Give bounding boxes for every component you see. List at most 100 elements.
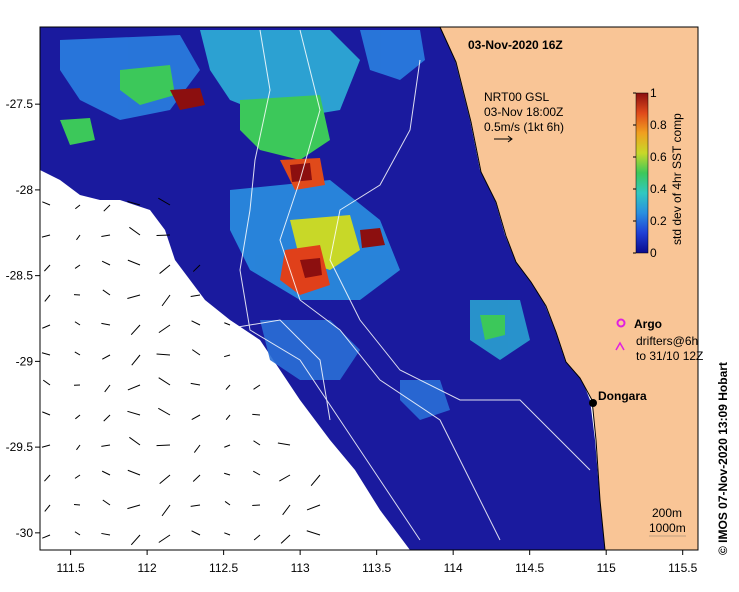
- current-vector: [44, 504, 51, 512]
- x-tick-label: 113.5: [362, 561, 391, 575]
- x-tick-label: 111.5: [56, 561, 85, 575]
- current-vector: [43, 264, 51, 272]
- current-vector: [282, 504, 291, 516]
- current-vector: [42, 324, 51, 329]
- depth-label-1000m: 1000m: [649, 521, 686, 535]
- current-vector: [191, 530, 201, 536]
- drifters-label-line2: to 31/10 12Z: [636, 349, 703, 363]
- place-label-dongara: Dongara: [598, 389, 647, 403]
- current-vector: [158, 324, 171, 334]
- current-vector: [74, 474, 81, 479]
- current-vector: [159, 264, 171, 274]
- current-legend: NRT00 GSL 03-Nov 18:00Z 0.5m/s (1kt 6h): [484, 90, 564, 143]
- x-tick-label: 112.5: [209, 561, 238, 575]
- current-vector: [190, 382, 201, 386]
- current-vector: [127, 294, 141, 299]
- y-tick-label: -29: [16, 354, 34, 368]
- current-vector: [127, 469, 141, 476]
- current-vector: [101, 470, 111, 476]
- x-tick-label: 115: [597, 561, 616, 575]
- current-vector: [42, 411, 51, 416]
- current-legend-line3: 0.5m/s (1kt 6h): [484, 120, 564, 134]
- peak-variability-patches: [170, 88, 385, 295]
- current-vector: [310, 474, 321, 487]
- current-vector: [102, 354, 111, 360]
- x-tick-label: 114.5: [515, 561, 544, 575]
- current-vector: [75, 204, 81, 210]
- current-vector: [190, 294, 201, 297]
- current-vector: [74, 351, 81, 356]
- current-vector: [103, 204, 111, 212]
- current-vector: [224, 444, 231, 448]
- current-vector: [41, 444, 51, 448]
- current-vector: [224, 501, 231, 506]
- current-vector: [42, 201, 51, 206]
- high-variability-patches: [60, 65, 505, 340]
- current-vector: [192, 474, 201, 482]
- current-vector: [224, 532, 231, 536]
- plot-frame: [39, 26, 699, 551]
- x-tick-label: 113: [291, 561, 310, 575]
- drifters-label-line1: drifters@6h: [636, 334, 698, 348]
- current-vector: [44, 474, 51, 482]
- current-legend-line2: 03-Nov 18:00Z: [484, 105, 563, 119]
- current-vector: [253, 440, 261, 446]
- current-vector: [127, 384, 141, 391]
- argo-legend: Argo drifters@6h to 31/10 12Z: [615, 317, 703, 363]
- current-vector: [252, 413, 261, 416]
- y-tick-label: -28.5: [6, 269, 34, 283]
- land-mass: [440, 27, 698, 550]
- current-vector: [104, 384, 111, 393]
- bathymetry-contours: [219, 29, 591, 541]
- current-vectors: [41, 197, 321, 546]
- current-vector: [224, 472, 231, 476]
- current-vector: [103, 414, 111, 422]
- colorbar-tick-label: 0.6: [650, 150, 667, 164]
- dongara-marker-icon: [589, 399, 597, 407]
- current-vector: [101, 260, 111, 266]
- current-vector: [74, 264, 81, 269]
- current-vector: [158, 377, 171, 386]
- colorbar-ramp: [635, 92, 649, 254]
- current-vector: [102, 289, 111, 296]
- current-vector: [192, 264, 201, 272]
- argo-marker-icon: [616, 318, 626, 328]
- x-tick-label: 114: [444, 561, 463, 575]
- current-vector: [130, 534, 141, 546]
- current-vector: [131, 354, 141, 366]
- x-axis: 111.5 112 112.5 113 113.5 114 114.5 115 115.5: [56, 550, 698, 575]
- colorbar-label: std dev of 4hr SST comp: [670, 113, 684, 245]
- current-vector: [76, 444, 81, 451]
- x-tick-label: 112: [138, 561, 157, 575]
- y-tick-label: -29.5: [6, 440, 34, 454]
- current-vector: [127, 259, 141, 266]
- colorbar-tick-label: 0.4: [650, 182, 667, 196]
- current-vector: [74, 531, 81, 536]
- map-title: 03-Nov-2020 16Z: [468, 38, 563, 52]
- coastline: [439, 26, 606, 551]
- current-legend-line1: NRT00 GSL: [484, 90, 549, 104]
- current-vector: [42, 534, 51, 539]
- current-vector: [193, 444, 201, 453]
- current-vector: [224, 354, 231, 358]
- y-axis: -27.5 -28 -28.5 -29 -29.5 -30: [6, 97, 40, 540]
- current-vector: [306, 530, 321, 536]
- y-tick-label: -30: [16, 526, 34, 540]
- current-vector: [253, 534, 261, 541]
- colorbar-tick-label: 1: [650, 86, 657, 100]
- current-vector: [42, 379, 51, 386]
- y-tick-label: -28: [16, 183, 34, 197]
- current-vector: [191, 320, 201, 326]
- current-vector: [190, 504, 201, 507]
- current-vector: [75, 414, 81, 420]
- current-vector: [44, 294, 51, 302]
- current-vector: [101, 444, 111, 447]
- colorbar-ticks: 1 0.8 0.6 0.4 0.2 0: [633, 86, 667, 260]
- current-vector: [279, 474, 291, 482]
- current-vector: [156, 444, 171, 447]
- colorbar-tick-label: 0.2: [650, 214, 667, 228]
- current-vector: [127, 410, 141, 416]
- y-tick-label: -27.5: [6, 97, 34, 111]
- current-vector: [161, 504, 171, 517]
